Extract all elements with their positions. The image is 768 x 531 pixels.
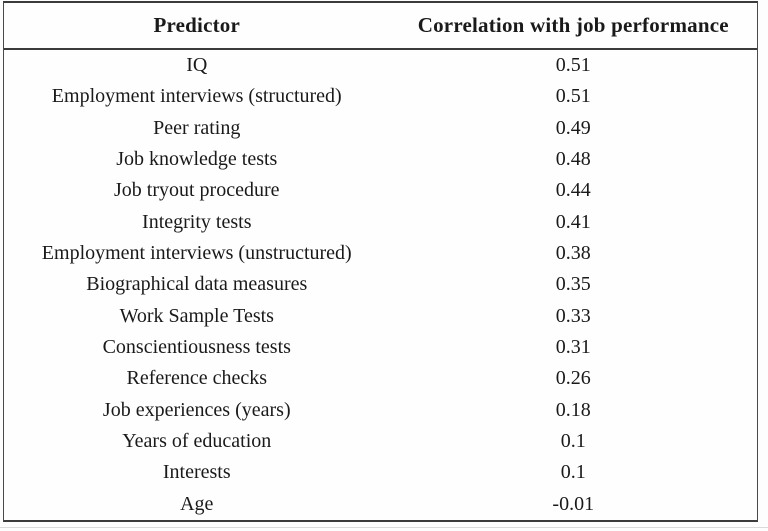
table-row: Reference checks 0.26	[4, 363, 757, 394]
correlation-cell: 0.35	[555, 273, 591, 296]
table-row: Job tryout procedure 0.44	[4, 175, 757, 206]
correlation-column-header: Correlation with job performance	[417, 13, 729, 37]
predictor-cell: Years of education	[122, 430, 272, 453]
correlation-cell: 0.51	[555, 54, 591, 77]
table-row: Employment interviews (unstructured) 0.3…	[4, 238, 757, 269]
predictor-cell: Employment interviews (unstructured)	[41, 242, 352, 265]
correlation-cell: 0.49	[555, 116, 591, 139]
table-row: Integrity tests 0.41	[4, 207, 757, 238]
correlation-cell: 0.51	[555, 85, 591, 108]
predictor-cell: Work Sample Tests	[119, 304, 274, 327]
bottom-shadow-line	[0, 527, 768, 528]
table-row: Job experiences (years) 0.18	[4, 395, 757, 426]
predictor-cell: Interests	[162, 461, 231, 484]
correlation-cell: 0.33	[555, 304, 591, 327]
predictor-cell: Biographical data measures	[86, 273, 308, 296]
table-body: IQ 0.51 Employment interviews (structure…	[4, 50, 757, 520]
predictor-cell: Job experiences (years)	[102, 398, 291, 421]
predictor-cell: Peer rating	[153, 116, 241, 139]
table-row: IQ 0.51	[4, 50, 757, 81]
predictor-cell: Job knowledge tests	[116, 148, 278, 171]
correlation-cell: 0.38	[555, 242, 591, 265]
predictor-column-header: Predictor	[153, 13, 241, 37]
table-row: Job knowledge tests 0.48	[4, 144, 757, 175]
table-row: Biographical data measures 0.35	[4, 269, 757, 300]
predictor-cell: Reference checks	[126, 367, 267, 390]
correlation-cell: 0.26	[555, 367, 591, 390]
correlation-cell: -0.01	[552, 492, 595, 515]
correlation-cell: 0.18	[555, 398, 591, 421]
table-row: Employment interviews (structured) 0.51	[4, 81, 757, 112]
table-row: Age -0.01	[4, 489, 757, 520]
correlation-cell: 0.44	[555, 179, 591, 202]
predictor-cell: IQ	[186, 54, 208, 77]
predictor-cell: Age	[180, 492, 214, 515]
table-row: Peer rating 0.49	[4, 113, 757, 144]
predictor-cell: Job tryout procedure	[114, 179, 280, 202]
predictor-cell: Conscientiousness tests	[102, 336, 291, 359]
correlation-table: Predictor Correlation with job performan…	[3, 1, 758, 522]
table-header-row: Predictor Correlation with job performan…	[4, 3, 757, 50]
correlation-cell: 0.1	[560, 461, 586, 484]
predictor-cell: Employment interviews (structured)	[51, 85, 342, 108]
correlation-cell: 0.1	[560, 430, 586, 453]
correlation-cell: 0.31	[555, 336, 591, 359]
correlation-cell: 0.48	[555, 148, 591, 171]
table-row: Interests 0.1	[4, 457, 757, 488]
correlation-cell: 0.41	[555, 210, 591, 233]
table-row: Work Sample Tests 0.33	[4, 301, 757, 332]
predictor-cell: Integrity tests	[142, 210, 252, 233]
table-row: Conscientiousness tests 0.31	[4, 332, 757, 363]
table-row: Years of education 0.1	[4, 426, 757, 457]
